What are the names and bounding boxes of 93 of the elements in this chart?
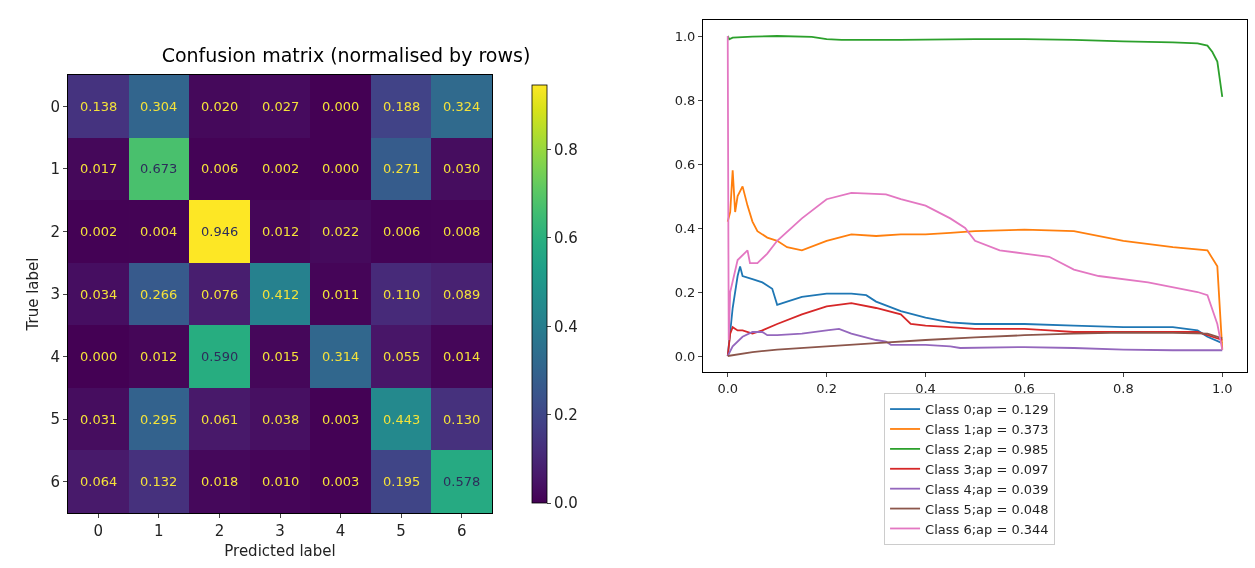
- color-bar-label: 0.6: [553, 229, 578, 248]
- y-tick-label: 4: [50, 347, 60, 366]
- data-label: 0.590: [201, 349, 239, 364]
- data-label: 0.443: [383, 412, 421, 427]
- data-label: 0.089: [443, 287, 481, 302]
- x-tick-label: 6: [456, 522, 467, 540]
- data-label: 0.132: [140, 474, 178, 489]
- color-bar-label: 0.4: [553, 317, 578, 336]
- y-tick-label: 5: [50, 410, 60, 429]
- y-tick-label: 0: [50, 97, 60, 116]
- data-label: 0.295: [140, 412, 178, 427]
- chart-title: Confusion matrix (normalised by rows): [161, 43, 531, 66]
- y-tick-label: 0.4: [674, 220, 696, 236]
- line-series: [726, 302, 1224, 357]
- legend-label: Class 4;ap = 0.039: [925, 481, 1049, 497]
- x-tick-label: 4: [335, 522, 346, 540]
- y-tick-label: 3: [50, 285, 60, 304]
- data-label: 0.006: [201, 161, 239, 176]
- data-label: 0.673: [140, 161, 178, 176]
- data-label: 0.003: [322, 412, 360, 427]
- x-tick-label: 2: [214, 522, 225, 540]
- data-label: 0.022: [322, 224, 360, 239]
- legend-label: Class 3;ap = 0.097: [925, 461, 1049, 477]
- data-label: 0.027: [262, 99, 300, 114]
- legend-label: Class 0;ap = 0.129: [925, 402, 1049, 418]
- data-label: 0.010: [262, 474, 300, 489]
- x-tick-label: 0.0: [717, 380, 739, 396]
- data-label: 0.314: [322, 349, 360, 364]
- y-axis-title: True label: [23, 257, 42, 332]
- line-series: [726, 35, 1224, 98]
- x-tick-label: 5: [396, 522, 406, 540]
- line-series: [726, 35, 1224, 351]
- color-bar-label: 0.8: [553, 140, 578, 159]
- data-label: 0.000: [322, 99, 360, 114]
- data-label: 0.324: [443, 99, 481, 114]
- data-label: 0.015: [262, 349, 300, 364]
- data-label: 0.002: [262, 161, 300, 176]
- data-label: 0.000: [322, 161, 360, 176]
- y-tick-label: 6: [50, 472, 60, 491]
- data-label: 0.266: [140, 287, 178, 302]
- data-label: 0.412: [262, 287, 300, 302]
- y-tick-label: 0.6: [674, 156, 696, 172]
- data-label: 0.076: [201, 287, 239, 302]
- data-label: 0.304: [140, 99, 178, 114]
- legend-label: Class 6;ap = 0.344: [925, 521, 1049, 537]
- x-tick-label: 3: [275, 522, 285, 540]
- data-label: 0.012: [262, 224, 300, 239]
- data-label: 0.000: [80, 349, 118, 364]
- data-label: 0.064: [80, 474, 118, 489]
- data-label: 0.138: [80, 99, 118, 114]
- x-tick-label: 0.8: [1113, 380, 1134, 396]
- data-label: 0.008: [443, 224, 481, 239]
- data-label: 0.034: [80, 287, 118, 302]
- data-label: 0.006: [383, 224, 421, 239]
- y-tick-label: 0.0: [674, 348, 696, 364]
- data-label: 0.271: [383, 161, 421, 176]
- x-tick-label: 1: [154, 522, 164, 540]
- data-label: 0.195: [383, 474, 421, 489]
- data-label: 0.002: [80, 224, 118, 239]
- legend-label: Class 1;ap = 0.373: [925, 422, 1049, 438]
- data-label: 0.188: [383, 99, 421, 114]
- data-label: 0.017: [80, 161, 118, 176]
- x-tick-label: 0: [93, 522, 104, 540]
- legend-label: Class 5;ap = 0.048: [925, 501, 1049, 517]
- x-tick-label: 0.6: [1014, 380, 1035, 396]
- x-tick-label: 0.4: [915, 380, 936, 396]
- data-label: 0.031: [80, 412, 118, 427]
- y-tick-label: 2: [50, 222, 60, 241]
- data-label: 0.055: [383, 349, 421, 364]
- data-label: 0.578: [443, 474, 481, 489]
- data-label: 0.004: [140, 224, 178, 239]
- x-tick-label: 0.2: [816, 380, 837, 396]
- x-axis-title: Predicted label: [224, 542, 336, 560]
- data-label: 0.038: [262, 412, 300, 427]
- x-tick-label: 1.0: [1211, 380, 1233, 396]
- color-bar-label: 0.0: [553, 494, 578, 513]
- data-label: 0.012: [140, 349, 178, 364]
- data-label: 0.003: [322, 474, 360, 489]
- data-label: 0.020: [201, 99, 239, 114]
- data-label: 0.018: [201, 474, 239, 489]
- data-label: 0.030: [443, 161, 481, 176]
- y-tick-label: 0.2: [674, 284, 696, 300]
- y-tick-label: 1: [50, 160, 60, 179]
- legend-label: Class 2;ap = 0.985: [925, 441, 1049, 457]
- data-label: 0.110: [383, 287, 421, 302]
- y-tick-label: 0.8: [674, 92, 696, 108]
- data-label: 0.130: [443, 412, 481, 427]
- data-label: 0.011: [322, 287, 360, 302]
- data-label: 0.946: [201, 224, 239, 239]
- color-bar-label: 0.2: [553, 405, 578, 424]
- data-label: 0.061: [201, 412, 239, 427]
- data-label: 0.014: [443, 349, 481, 364]
- y-tick-label: 1.0: [674, 28, 696, 44]
